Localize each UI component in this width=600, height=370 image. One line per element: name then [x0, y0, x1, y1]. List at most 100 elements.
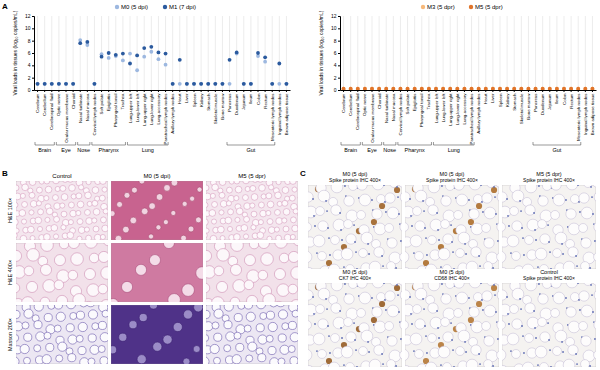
group-bracket: [78, 142, 90, 145]
tissue-texture: [512, 350, 521, 359]
tissue-texture: [466, 261, 478, 269]
point: [85, 40, 89, 44]
tick: 4: [28, 62, 34, 68]
tissue-texture: [570, 195, 579, 204]
tissue-texture: [195, 217, 201, 223]
point: [498, 87, 502, 90]
tissue-texture: [102, 225, 108, 232]
tick-mark: [350, 90, 351, 92]
tissue-texture: [251, 194, 258, 201]
tissue-texture: [16, 310, 20, 318]
group-bracket: [227, 142, 275, 145]
point: [242, 82, 246, 86]
point: [349, 87, 353, 90]
tick: Bone marrow: [526, 90, 531, 120]
point: [576, 87, 580, 90]
tissue-texture: [468, 317, 474, 323]
series: [342, 87, 595, 90]
chart: 024681012CerebrumCerebellumCerebrospinal…: [318, 4, 597, 153]
tick: Rectum: [263, 90, 268, 109]
tissue-texture: [589, 365, 591, 367]
tissue-texture: [508, 323, 510, 325]
tissue-texture: [102, 310, 108, 317]
tick-mark: [443, 90, 444, 92]
point: [263, 60, 267, 64]
tissue-texture: [510, 350, 512, 352]
point: [413, 87, 417, 90]
point: [583, 87, 587, 90]
tissue-texture: [525, 185, 537, 193]
tick-label: Choroid: [71, 93, 76, 109]
group-bracket: [384, 142, 396, 145]
point: [384, 87, 388, 90]
grid-line: [73, 16, 74, 90]
tissue-texture: [257, 181, 263, 182]
tissue-texture: [551, 210, 560, 219]
tissue-texture: [396, 186, 398, 188]
tissue-texture: [139, 181, 145, 184]
tissue-texture: [277, 284, 290, 297]
point: [434, 87, 438, 90]
tissue-texture: [590, 186, 592, 188]
tissue-texture: [182, 284, 195, 297]
tissue-texture: [20, 193, 25, 198]
axis-title: Viral loads in tissues (log₁₀ copies/mL): [12, 10, 18, 95]
tissue-texture: [308, 185, 310, 187]
tick: Jejunum: [547, 90, 552, 110]
tissue-texture: [98, 321, 106, 329]
tissue-texture: [424, 227, 426, 229]
tissue-texture: [40, 297, 50, 302]
tissue-texture: [562, 253, 564, 255]
legend-label: M3 (5 dpr): [427, 4, 455, 10]
tick: Skeletal muscle: [213, 90, 218, 124]
tissue-texture: [298, 212, 299, 218]
tick: Cerebrospinal fluid: [355, 90, 360, 130]
tissue-texture: [220, 236, 225, 240]
image-caption: CK7 IHC 400×: [339, 275, 371, 281]
tissue-texture: [43, 280, 56, 293]
tissue-texture: [37, 226, 42, 231]
tick: Jejunum: [241, 90, 246, 110]
point: [93, 82, 97, 86]
tissue-texture: [384, 299, 386, 301]
tissue-texture: [357, 308, 366, 317]
tissue-texture: [479, 265, 481, 267]
point: [121, 59, 125, 63]
tissue-texture: [44, 181, 50, 184]
tick-label: Lung-accessory: [462, 93, 467, 125]
group-bracket: [398, 142, 432, 145]
tissue-texture: [16, 305, 17, 306]
tissue-texture: [280, 345, 289, 354]
point: [213, 82, 217, 86]
tick: 4: [334, 62, 340, 68]
tick: Brown adipose tissue: [590, 90, 595, 135]
tissue-texture: [426, 254, 428, 256]
point: [448, 87, 452, 90]
group-bracket: [92, 142, 126, 145]
tissue-texture: [308, 251, 312, 263]
grid-line: [194, 16, 195, 90]
legend-label: M5 (5 dpr): [475, 4, 503, 10]
tissue-texture: [428, 205, 438, 215]
grid-line: [485, 16, 486, 90]
tissue-texture: [367, 341, 369, 343]
plot-area: [36, 38, 289, 86]
tissue-texture: [278, 334, 286, 342]
tissue-texture: [78, 346, 86, 354]
tissue-texture: [41, 243, 54, 251]
tissue-texture: [476, 301, 482, 307]
tick: Colon: [256, 90, 261, 105]
point: [512, 87, 516, 90]
tick-label: Axillary lymph nodes: [476, 93, 481, 134]
tissue-texture: [502, 192, 507, 202]
panel-b: ControlM0 (5 dpi)M5 (5 dpr)H&E 100×H&E 4…: [7, 173, 319, 370]
tissue-texture: [76, 210, 81, 215]
tissue-texture: [535, 239, 537, 241]
tissue-texture: [468, 199, 470, 201]
tick: Soft palate: [405, 90, 410, 115]
tick: Inguinal lymph nodes: [583, 90, 588, 135]
tissue-texture: [212, 322, 219, 329]
tissue-texture: [20, 235, 27, 240]
tissue-texture: [411, 225, 413, 227]
tissue-texture: [415, 350, 424, 359]
